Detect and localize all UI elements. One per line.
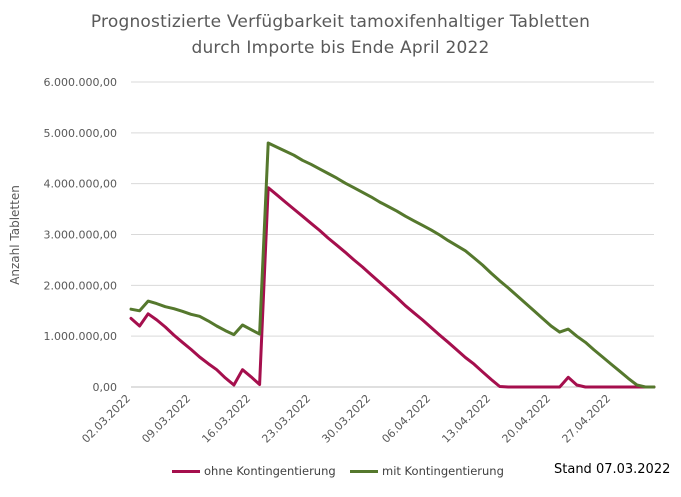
x-tick-label: 02.03.2022 (79, 392, 133, 446)
x-tick-label: 09.03.2022 (139, 392, 193, 446)
y-tick-label: 0,00 (93, 381, 118, 394)
legend-item-ohne: ohne Kontingentierung (172, 464, 336, 478)
y-tick-label: 2.000.000,00 (44, 279, 117, 292)
stand-label: Stand 07.03.2022 (554, 462, 671, 477)
x-tick-label: 27.04.2022 (560, 392, 614, 446)
x-tick-label: 23.03.2022 (259, 392, 313, 446)
y-tick-label: 5.000.000,00 (44, 127, 117, 140)
legend-swatch-ohne (172, 469, 200, 473)
x-tick-label: 16.03.2022 (199, 392, 253, 446)
legend-label-mit: mit Kontingentierung (382, 464, 504, 478)
chart-subtitle: durch Importe bis Ende April 2022 (191, 38, 490, 58)
y-tick-label: 1.000.000,00 (44, 330, 117, 343)
legend-item-mit: mit Kontingentierung (350, 464, 504, 478)
y-tick-label: 3.000.000,00 (44, 229, 117, 242)
legend-label-ohne: ohne Kontingentierung (204, 464, 336, 478)
x-tick-label: 30.03.2022 (319, 392, 373, 446)
y-tick-label: 4.000.000,00 (44, 178, 117, 191)
legend-swatch-mit (350, 469, 378, 473)
x-tick-label: 06.04.2022 (379, 392, 433, 446)
x-tick-label: 20.04.2022 (500, 392, 554, 446)
x-tick-label: 13.04.2022 (439, 392, 493, 446)
chart-title: Prognostizierte Verfügbarkeit tamoxifenh… (90, 12, 591, 32)
series-line-ohne-kontingentierung (129, 186, 656, 389)
y-tick-label: 6.000.000,00 (44, 76, 117, 89)
series-line-mit-kontingentierung (129, 141, 656, 389)
